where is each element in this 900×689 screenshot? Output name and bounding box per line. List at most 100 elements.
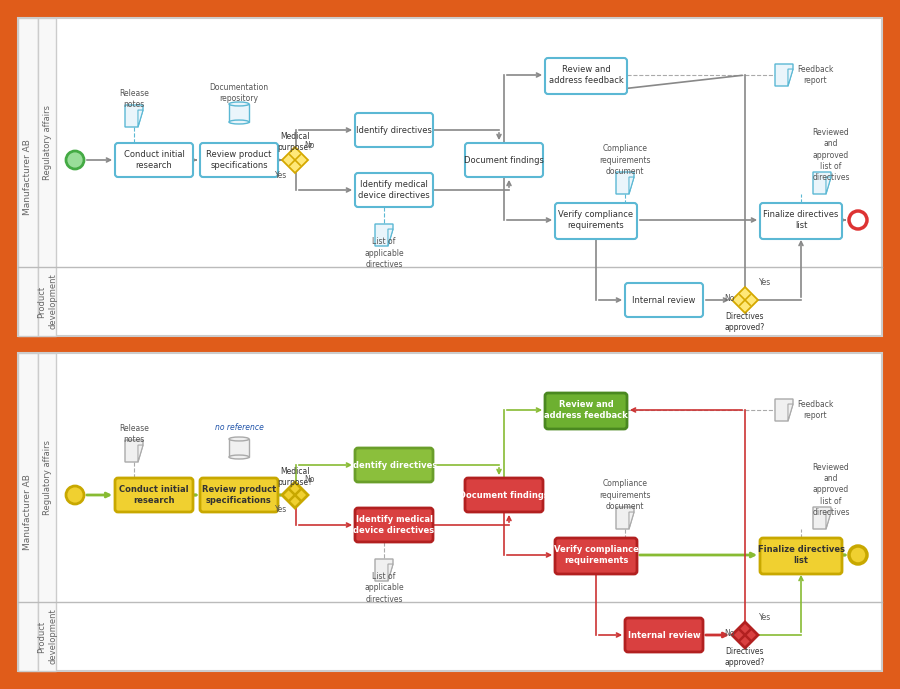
Polygon shape [388,229,393,246]
Text: Documentation
repository: Documentation repository [210,83,268,103]
Polygon shape [732,622,758,648]
Text: Verify compliance
requirements: Verify compliance requirements [558,210,634,230]
Text: Medical
purpose?: Medical purpose? [277,467,312,487]
Text: Identify medical
device directives: Identify medical device directives [358,180,430,200]
Ellipse shape [229,120,249,124]
FancyBboxPatch shape [200,143,278,177]
Bar [18,353,38,671]
FancyBboxPatch shape [355,508,433,542]
Polygon shape [732,287,758,313]
Text: Identify directives: Identify directives [350,460,437,469]
Polygon shape [616,507,634,529]
Text: Medical
purpose?: Medical purpose? [277,132,312,152]
Polygon shape [629,177,634,194]
Text: Yes: Yes [759,278,771,287]
Text: Product
development: Product development [37,608,57,664]
Text: Document findings: Document findings [459,491,549,500]
Text: Yes: Yes [759,613,771,621]
Polygon shape [375,559,393,581]
Text: Reviewed
and
approved
list of
directives: Reviewed and approved list of directives [812,128,850,182]
Text: Review and
address feedback: Review and address feedback [544,400,628,420]
Text: Identify directives: Identify directives [356,125,432,134]
Polygon shape [813,507,831,529]
Bar [229,104,249,122]
Text: Finalize directives
list: Finalize directives list [758,545,844,565]
Text: Yes: Yes [274,170,287,180]
Text: Manufacturer AB: Manufacturer AB [23,474,32,550]
Polygon shape [616,172,634,194]
Bar [38,353,56,671]
Polygon shape [125,105,143,127]
FancyBboxPatch shape [465,143,543,177]
FancyBboxPatch shape [760,203,842,239]
Bar [18,18,38,336]
Text: Release
notes: Release notes [119,89,148,109]
Text: Release
notes: Release notes [119,424,148,444]
Text: Conduct initial
research: Conduct initial research [119,485,189,505]
FancyBboxPatch shape [355,173,433,207]
Polygon shape [788,69,793,86]
Bar [18,353,882,671]
Text: No: No [304,475,314,484]
Polygon shape [629,512,634,529]
Circle shape [849,546,867,564]
Text: Regulatory affairs: Regulatory affairs [42,105,51,180]
Polygon shape [375,224,393,246]
FancyBboxPatch shape [555,203,637,239]
FancyBboxPatch shape [760,538,842,574]
Text: Directives
approved?: Directives approved? [724,312,765,332]
Text: Internal review: Internal review [633,296,696,305]
Polygon shape [788,404,793,421]
Text: Product
development: Product development [37,274,57,329]
Text: Internal review: Internal review [627,630,700,639]
Polygon shape [775,399,793,421]
Text: Feedback
report: Feedback report [797,65,833,85]
Polygon shape [138,110,143,127]
Text: Document findings: Document findings [464,156,544,165]
Text: Manufacturer AB: Manufacturer AB [23,139,32,215]
FancyBboxPatch shape [555,538,637,574]
Text: Identify medical
device directives: Identify medical device directives [354,515,435,535]
Text: Reviewed
and
approved
list of
directives: Reviewed and approved list of directives [812,463,850,517]
Text: Review and
address feedback: Review and address feedback [549,65,624,85]
FancyBboxPatch shape [200,478,278,512]
Polygon shape [125,440,143,462]
Text: No: No [724,628,734,637]
Polygon shape [826,512,831,529]
FancyBboxPatch shape [625,618,703,652]
Circle shape [66,486,84,504]
Polygon shape [138,445,143,462]
Text: Directives
approved?: Directives approved? [724,647,765,667]
Text: List of
applicable
directives: List of applicable directives [364,573,404,604]
Text: no reference: no reference [214,424,264,433]
FancyBboxPatch shape [545,58,627,94]
Text: No: No [304,141,314,150]
FancyBboxPatch shape [115,143,193,177]
Text: Review product
specifications: Review product specifications [202,485,276,505]
Polygon shape [282,147,308,173]
Polygon shape [775,64,793,86]
Ellipse shape [229,437,249,441]
Text: Review product
specifications: Review product specifications [206,150,272,170]
FancyBboxPatch shape [115,478,193,512]
Polygon shape [388,564,393,581]
Text: Regulatory affairs: Regulatory affairs [42,440,51,515]
FancyBboxPatch shape [355,448,433,482]
Text: Compliance
requirements
document: Compliance requirements document [599,145,651,176]
FancyBboxPatch shape [355,113,433,147]
FancyBboxPatch shape [545,393,627,429]
Polygon shape [826,177,831,194]
Text: Finalize directives
list: Finalize directives list [763,210,839,230]
Text: Conduct initial
research: Conduct initial research [123,150,184,170]
Bar [18,18,882,336]
Polygon shape [282,482,308,508]
Bar [38,18,56,336]
Text: Verify compliance
requirements: Verify compliance requirements [554,545,638,565]
Circle shape [849,211,867,229]
Text: List of
applicable
directives: List of applicable directives [364,238,404,269]
FancyBboxPatch shape [625,283,703,317]
Bar [229,439,249,457]
Text: Feedback
report: Feedback report [797,400,833,420]
Ellipse shape [229,102,249,106]
Circle shape [66,151,84,169]
